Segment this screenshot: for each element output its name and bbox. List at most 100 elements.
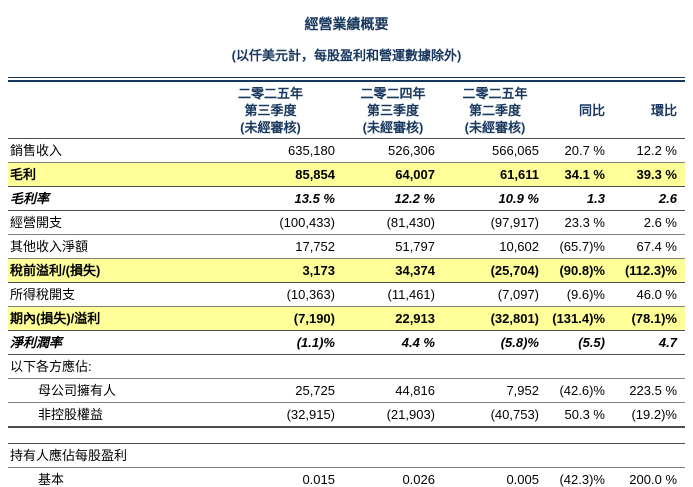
value-cell: 566,065 [443,138,547,163]
value-cell: (19.2)% [613,402,685,428]
value-cell [198,443,343,468]
column-header-line: 二零二五年 [462,86,528,101]
table-row: 毛利率 13.5 % 12.2 % 10.9 % 1.3 2.6 [8,186,685,211]
row-label: 毛利率 [8,186,198,211]
row-label: 銷售收入 [8,138,198,163]
value-cell: 46.0 % [613,282,685,307]
value-cell: (32,915) [198,402,343,428]
value-cell: 67.4 % [613,234,685,259]
value-cell: (11,461) [343,282,443,307]
row-label: 毛利 [8,162,198,187]
table-row: 其他收入淨額 17,752 51,797 10,602 (65.7)% 67.4 % [8,234,685,259]
value-cell: 61,611 [443,162,547,187]
row-label: 其他收入淨額 [8,234,198,259]
table-row: 銷售收入 635,180 526,306 566,065 20.7 % 12.2 % [8,138,685,163]
row-label: 母公司擁有人 [8,378,198,403]
value-cell: 23.3 % [547,210,613,235]
value-cell [613,354,685,379]
value-cell: 64,007 [343,162,443,187]
value-cell: 223.5 % [613,378,685,403]
table-row: 以下各方應佔: [8,354,685,379]
value-cell: 0.026 [343,467,443,487]
column-header-yoy: 同比 [547,82,613,139]
value-cell: 635,180 [198,138,343,163]
value-cell: (5.5) [547,330,613,355]
column-header-line: (未經審核) [362,120,424,135]
table-row: 淨利潤率 (1.1)% 4.4 % (5.8)% (5.5) 4.7 [8,330,685,355]
value-cell [343,443,443,468]
row-label: 非控股權益 [8,402,198,428]
value-cell: (5.8)% [443,330,547,355]
value-cell: 39.3 % [613,162,685,187]
table-row: 非控股權益 (32,915) (21,903) (40,753) 50.3 % (19.2… [8,402,685,428]
value-cell: 85,854 [198,162,343,187]
value-cell: 34,374 [343,258,443,283]
value-cell: 2.6 % [613,210,685,235]
column-header-line: (未經審核) [464,120,526,135]
column-header-line: 同比 [578,103,605,118]
value-cell: 17,752 [198,234,343,259]
column-header-line: 第三季度 [244,103,297,118]
value-cell [343,427,443,444]
value-cell: (90.8)% [547,258,613,283]
row-label: 期內(損失)/溢利 [8,306,198,331]
value-cell: 44,816 [343,378,443,403]
value-cell: 4.7 [613,330,685,355]
column-header-line: 第二季度 [468,103,521,118]
column-header-line: 二零二五年 [237,86,303,101]
value-cell [198,427,343,444]
value-cell [613,427,685,444]
table-body: 銷售收入 635,180 526,306 566,065 20.7 % 12.2 % 毛利 8… [8,138,685,487]
column-header-line: 二零二四年 [360,86,426,101]
value-cell: (21,903) [343,402,443,428]
row-label: 所得稅開支 [8,282,198,307]
row-label: 持有人應佔每股盈利 [8,443,198,468]
table-row: 母公司擁有人 25,725 44,816 7,952 (42.6)% 223.5 % [8,378,685,403]
value-cell: 25,725 [198,378,343,403]
value-cell: (9.6)% [547,282,613,307]
value-cell [613,443,685,468]
value-cell: (97,917) [443,210,547,235]
value-cell: 22,913 [343,306,443,331]
value-cell: 0.015 [198,467,343,487]
column-header-q3-2025: 二零二五年 第三季度 (未經審核) [198,82,343,139]
value-cell: 13.5 % [198,186,343,211]
row-label: 基本 [8,467,198,487]
value-cell [198,354,343,379]
value-cell [547,427,613,444]
value-cell: (1.1)% [198,330,343,355]
value-cell [547,354,613,379]
header-label-column [8,82,198,139]
column-header-line: 環比 [650,103,677,118]
value-cell: 2.6 [613,186,685,211]
value-cell: (42.3)% [547,467,613,487]
value-cell [443,354,547,379]
value-cell: (7,190) [198,306,343,331]
value-cell: 0.005 [443,467,547,487]
column-header-q3-2024: 二零二四年 第三季度 (未經審核) [343,82,443,139]
header-row: 二零二五年 第三季度 (未經審核) 二零二四年 第三季度 (未經審核) 二零二五年 第二季度 (… [8,82,685,139]
value-cell: (7,097) [443,282,547,307]
table-row: 期內(損失)/溢利 (7,190) 22,913 (32,801) (131.4)% (7… [8,306,685,331]
value-cell: 1.3 [547,186,613,211]
value-cell: 12.2 % [343,186,443,211]
value-cell [443,427,547,444]
table-row: 基本 0.015 0.026 0.005 (42.3)% 200.0 % [8,467,685,487]
value-cell [443,443,547,468]
spacer-row [8,427,685,444]
column-header-q2-2025: 二零二五年第二季度 (未經審核) [443,82,547,139]
value-cell: (25,704) [443,258,547,283]
value-cell: (42.6)% [547,378,613,403]
value-cell: (131.4)% [547,306,613,331]
table-row: 經營開支 (100,433) (81,430) (97,917) 23.3 % 2.6 % [8,210,685,235]
value-cell: (100,433) [198,210,343,235]
value-cell: 51,797 [343,234,443,259]
value-cell: 200.0 % [613,467,685,487]
value-cell: 4.4 % [343,330,443,355]
value-cell: 3,173 [198,258,343,283]
row-label: 經營開支 [8,210,198,235]
value-cell: (40,753) [443,402,547,428]
value-cell: (78.1)% [613,306,685,331]
table-row: 稅前溢利/(損失) 3,173 34,374 (25,704) (90.8)% (112.… [8,258,685,283]
